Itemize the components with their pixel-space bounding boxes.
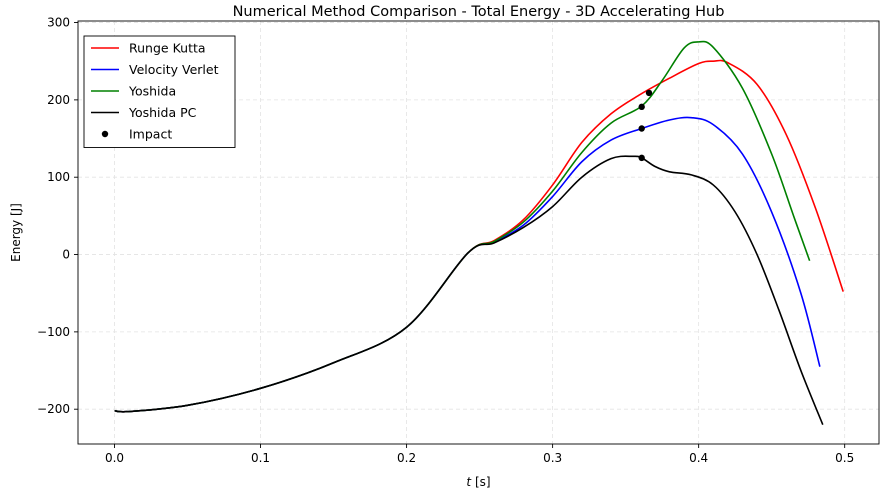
y-tick-label: 100	[47, 170, 70, 184]
y-tick-label: 200	[47, 93, 70, 107]
x-tick-label: 0.1	[251, 451, 270, 465]
legend-label: Impact	[129, 127, 172, 142]
y-tick-label: −100	[37, 325, 70, 339]
legend: Runge Kutta Velocity Verlet Yoshida Yoshida…	[83, 35, 236, 148]
legend-label: Velocity Verlet	[129, 62, 219, 77]
x-tick-label: 0.4	[689, 451, 708, 465]
series-lines	[114, 40, 844, 425]
series-line-yoshida-pc	[114, 155, 824, 425]
x-axis-label-var: t	[466, 475, 472, 489]
chart-title: Numerical Method Comparison - Total Ener…	[233, 4, 725, 20]
x-tick-label: 0.2	[397, 451, 416, 465]
impact-marker	[645, 89, 653, 97]
impact-marker	[638, 125, 645, 132]
legend-label: Yoshida PC	[128, 105, 197, 120]
x-tick-label: 0.3	[543, 451, 562, 465]
y-tick-label: 300	[47, 16, 70, 30]
x-axis-label-unit: [s]	[471, 475, 490, 489]
x-tick-label: 0.5	[835, 451, 854, 465]
legend-swatch	[101, 130, 109, 138]
x-axis-label: t [s]	[466, 475, 490, 489]
y-tick-label: 0	[62, 248, 70, 262]
impact-marker	[638, 103, 645, 111]
plot-frame	[77, 20, 880, 445]
impact-marker	[638, 154, 645, 162]
y-axis-label: Energy [J]	[9, 203, 23, 262]
x-tick-label: 0.0	[105, 451, 124, 465]
impact-markers	[638, 89, 653, 162]
series-line-velocity-verlet	[114, 116, 821, 413]
legend-label: Yoshida	[128, 84, 176, 99]
legend-label: Runge Kutta	[129, 41, 206, 56]
y-tick-label: −200	[37, 402, 70, 416]
axis-ticks: 0.0 0.1 0.2 0.3 0.4 0.5 −200 −100 0 100 200 300	[37, 16, 854, 465]
